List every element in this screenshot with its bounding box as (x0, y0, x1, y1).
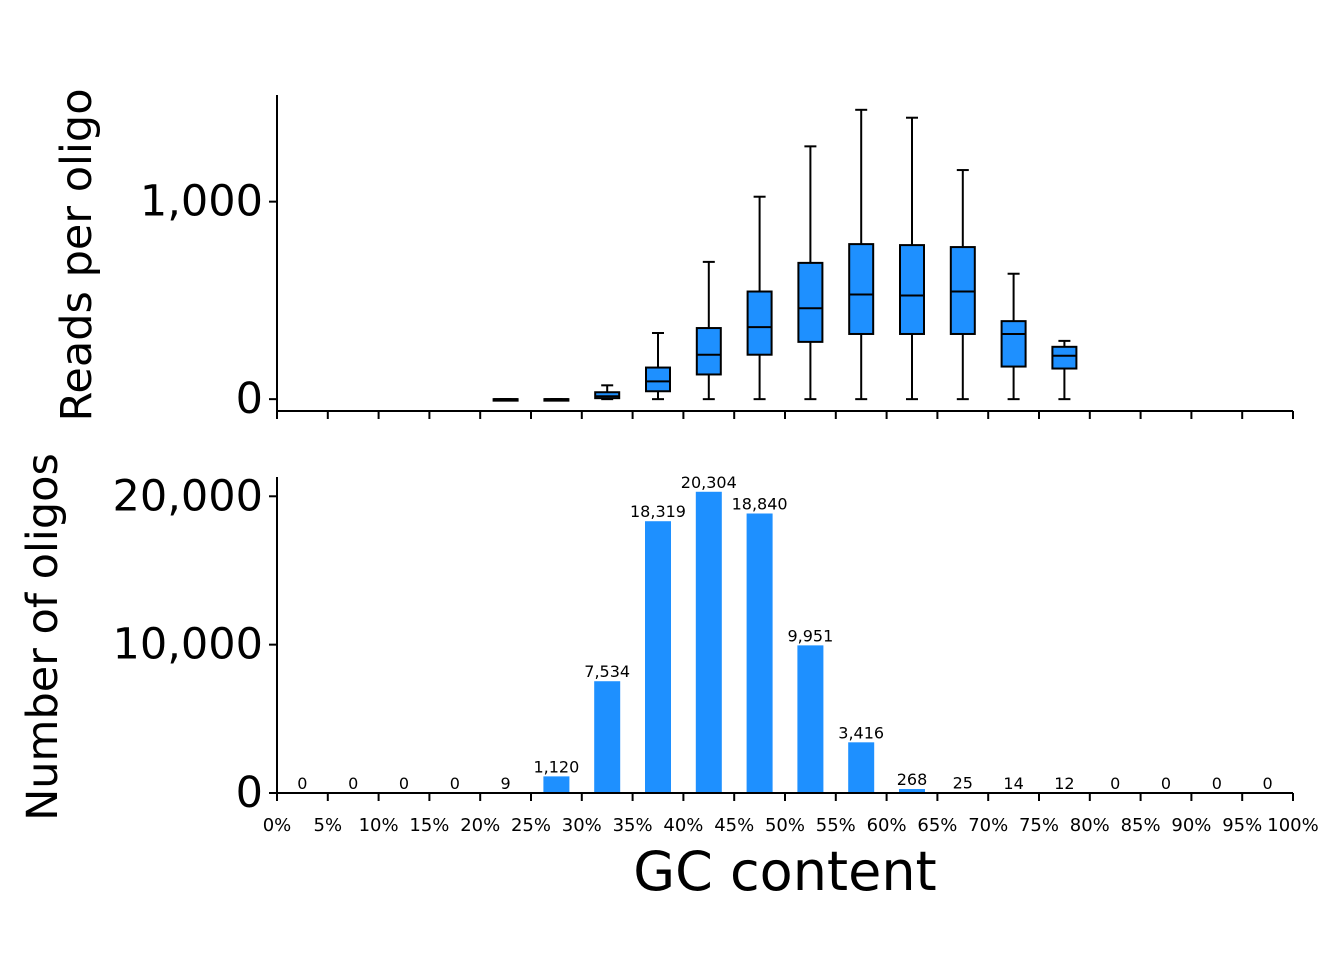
box-iqr (899, 244, 925, 335)
bar-value-label: 0 (1161, 774, 1171, 793)
box-iqr (645, 366, 671, 393)
box-plot (492, 398, 519, 402)
bottom-x-tick-label: 55% (816, 815, 856, 836)
bar-value-label: 1,120 (533, 757, 579, 776)
bar-value-label: 12 (1054, 774, 1074, 793)
bottom-x-tick-label: 75% (1019, 815, 1059, 836)
bottom-x-tick-label: 50% (765, 815, 805, 836)
number-of-oligos-bar-panel: 0 0 0 0 9 1,120 7,534 18,319 20,304 18,840 9,951 3,… (113, 471, 1319, 836)
bottom-x-tick-label: 35% (613, 815, 653, 836)
top-y-tick-label: 0 (236, 374, 263, 424)
bar-value-label: 0 (1263, 774, 1273, 793)
bar-value-label: 0 (297, 774, 307, 793)
bottom-y-tick-label: 0 (236, 768, 263, 818)
bar (543, 776, 570, 793)
box-plot (594, 384, 621, 401)
bottom-x-tick-label: 60% (867, 815, 907, 836)
bar-value-label: 0 (399, 774, 409, 793)
bar-value-label: 9,951 (787, 626, 833, 645)
bar-value-label: 268 (897, 770, 928, 789)
bottom-x-tick-label: 70% (968, 815, 1008, 836)
box-plot (645, 331, 671, 401)
bar-value-label: 0 (1212, 774, 1222, 793)
box-plot (1000, 272, 1027, 401)
bottom-x-tick-label: 100% (1267, 815, 1318, 836)
bar (746, 513, 773, 793)
x-axis-label: GC content (633, 840, 936, 903)
box-iqr (695, 327, 722, 376)
box-plot (746, 195, 773, 401)
top-y-tick-label: 1,000 (140, 177, 263, 227)
bar-value-label: 18,840 (732, 494, 788, 513)
bottom-y-axis-label: Number of oligos (18, 453, 68, 821)
box-plot (848, 108, 875, 401)
box-plot (797, 145, 824, 401)
bottom-y-tick-label: 20,000 (113, 471, 263, 521)
bottom-x-tick-label: 20% (460, 815, 500, 836)
box-plot (899, 116, 925, 401)
bar-value-label: 7,534 (584, 662, 630, 681)
bar-value-label: 0 (348, 774, 358, 793)
bottom-x-tick-label: 0% (263, 815, 292, 836)
bar-value-label: 14 (1003, 774, 1023, 793)
box-iqr (797, 261, 824, 343)
bottom-x-tick-label: 5% (314, 815, 343, 836)
box-iqr (848, 243, 875, 335)
bar (797, 645, 824, 793)
bottom-x-tick-label: 40% (663, 815, 703, 836)
bottom-x-tick-label: 95% (1222, 815, 1262, 836)
bottom-x-tick-label: 25% (511, 815, 551, 836)
bottom-x-tick-label: 65% (917, 815, 957, 836)
bottom-x-tick-label: 45% (714, 815, 754, 836)
bar (695, 491, 722, 793)
bar-value-label: 3,416 (838, 723, 884, 742)
bottom-x-tick-label: 90% (1171, 815, 1211, 836)
bottom-y-tick-label: 10,000 (113, 620, 263, 670)
reads-per-oligo-boxplot-panel: 0 1,000 (140, 95, 1294, 424)
box-plot (949, 169, 976, 401)
box-iqr (746, 290, 773, 356)
box-plot (695, 260, 722, 401)
bottom-x-tick-label: 10% (359, 815, 399, 836)
bar (645, 521, 671, 793)
bottom-x-tick-label: 15% (409, 815, 449, 836)
bar-value-label: 9 (501, 774, 511, 793)
top-y-axis-label: Reads per oligo (52, 88, 102, 421)
box-iqr (1000, 320, 1027, 368)
bar-value-label: 25 (953, 774, 973, 793)
box-iqr (1051, 345, 1078, 370)
box-plot (543, 398, 570, 402)
bar (899, 789, 925, 793)
bar-value-label: 0 (1110, 774, 1120, 793)
bottom-x-tick-label: 30% (562, 815, 602, 836)
bottom-x-tick-label: 80% (1070, 815, 1110, 836)
bar (594, 681, 621, 793)
bottom-x-tick-label: 85% (1121, 815, 1161, 836)
bar-value-label: 0 (450, 774, 460, 793)
bar-value-label: 20,304 (681, 473, 737, 492)
box-plot (1051, 339, 1078, 401)
bar (848, 742, 875, 793)
bar-value-label: 18,319 (630, 502, 686, 521)
